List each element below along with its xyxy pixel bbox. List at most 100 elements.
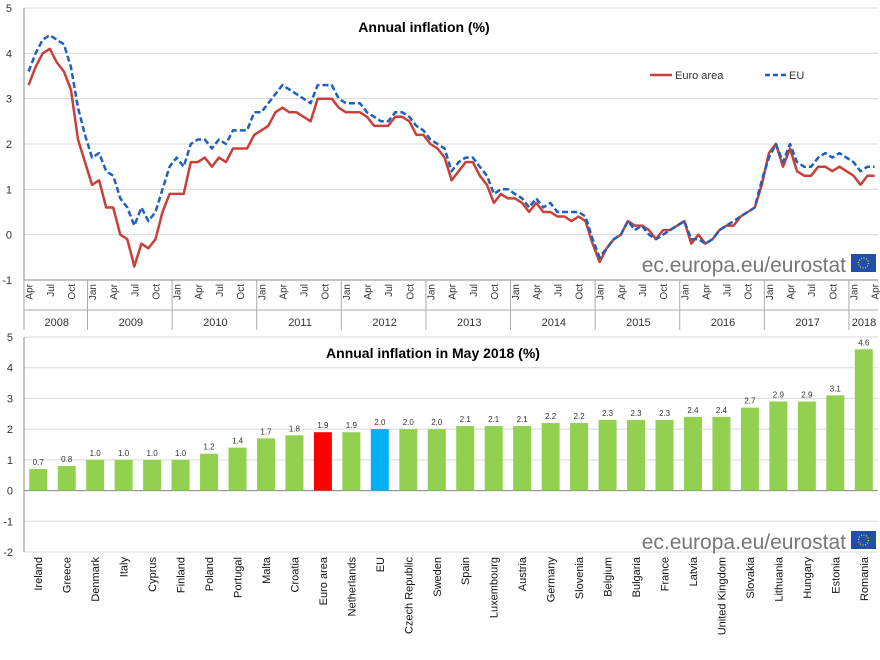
category-label: Germany [546,557,558,603]
x-tick-label: Jan [173,284,184,300]
bar-slovakia [740,407,759,491]
data-label: 0.7 [33,458,45,467]
data-label: 0.8 [61,455,73,464]
legend: Euro area EU [650,70,804,82]
x-tick-label: Apr [448,283,459,299]
category-label: Czech Republic [403,557,415,635]
year-label: 2010 [203,317,227,329]
x-tick-label: Jul [723,284,734,297]
category-label: Denmark [90,557,102,602]
data-label: 4.6 [858,338,870,347]
bar-eu [370,429,389,491]
bar-slovenia [570,423,589,491]
x-tick-label: Jul [384,284,395,297]
x-tick-label: Jul [807,284,818,297]
category-label: Slovenia [574,556,586,599]
bar-finland [171,459,190,491]
category-label: Slovakia [745,556,757,598]
x-tick-label: Oct [575,284,586,300]
x-tick-label: Oct [490,284,501,300]
data-label: 2.3 [602,409,614,418]
x-tick-label: Jan [596,284,607,300]
x-tick-label: Jul [215,284,226,297]
eu-flag-stars [857,534,870,546]
bar-portugal [228,447,247,491]
bar-malta [256,438,275,491]
x-tick-label: Apr [194,283,205,299]
x-tick-label: Jan [849,284,860,300]
y-tick-label: 4 [6,48,12,60]
bar-czech-republic [399,429,418,491]
x-tick-label: Jul [469,284,480,297]
data-label: 1.8 [289,424,301,433]
x-tick-label: Apr [532,283,543,299]
y-tick-label: 5 [6,3,12,15]
year-label: 2014 [542,317,566,329]
x-tick-label: Jan [88,284,99,300]
bar-euro-area [313,432,332,491]
eu-flag-stars [857,257,870,269]
x-tick-label: Apr [25,283,36,299]
year-label: 2009 [119,317,143,329]
data-label: 1.7 [260,427,272,436]
x-tick-label: Jul [553,284,564,297]
y-tick-label: 2 [7,424,13,436]
category-label: Spain [460,557,472,585]
category-label: Sweden [432,557,444,597]
data-label: 2.7 [744,397,756,406]
category-label: Cyprus [147,557,159,592]
year-label: 2015 [626,317,650,329]
data-label: 2.0 [431,418,443,427]
data-label: 2.9 [801,391,813,400]
category-label: Italy [119,557,131,578]
category-label: Euro area [318,556,330,605]
y-tick-label: -1 [2,275,12,287]
data-label: 1.9 [346,421,358,430]
bar-chart-title: Annual inflation in May 2018 (%) [326,345,540,361]
x-tick-label: Jul [46,284,57,297]
bar-italy [114,459,133,491]
data-label: 2.1 [460,415,472,424]
bar-spain [456,426,475,491]
category-label: Netherlands [346,557,358,617]
legend-euro-area-label: Euro area [675,70,724,82]
eurostat-watermark: ec.europa.eu/eurostat [642,531,846,554]
category-label: Portugal [233,557,245,598]
data-label: 1.4 [232,437,244,446]
x-tick-label: Apr [871,283,880,299]
bar-hungary [797,401,816,491]
bar-romania [854,349,873,491]
x-tick-label: Jan [680,284,691,300]
data-label: 1.9 [317,421,329,430]
line-chart-title: Annual inflation (%) [358,19,489,35]
bar-sweden [427,429,446,491]
y-tick-label: -1 [3,516,13,528]
x-tick-label: Apr [701,283,712,299]
y-tick-label: -2 [3,547,13,559]
category-label: Romania [859,556,871,601]
bar-denmark [86,459,105,491]
year-label: 2011 [288,317,312,329]
bar-germany [541,423,560,491]
data-label: 2.3 [659,409,671,418]
data-label: 2.1 [488,415,500,424]
data-label: 2.2 [574,412,586,421]
bar-latvia [683,416,702,491]
data-label: 2.0 [374,418,386,427]
bar-belgium [598,419,617,491]
legend-eu-label: EU [789,70,804,82]
category-label: France [660,557,672,591]
y-tick-label: 5 [7,332,13,344]
x-tick-label: Jan [426,284,437,300]
bar-united-kingdom [712,416,731,491]
bar-poland [200,453,219,491]
x-tick-label: Oct [744,284,755,300]
data-label: 2.4 [716,406,728,415]
x-tick-label: Apr [363,283,374,299]
data-label: 2.9 [773,391,785,400]
x-tick-label: Jan [342,284,353,300]
category-label: Lithuania [773,556,785,602]
watermark-top: ec.europa.eu/eurostat [642,254,876,277]
y-tick-label: 2 [6,139,12,151]
bar-greece [57,466,76,491]
